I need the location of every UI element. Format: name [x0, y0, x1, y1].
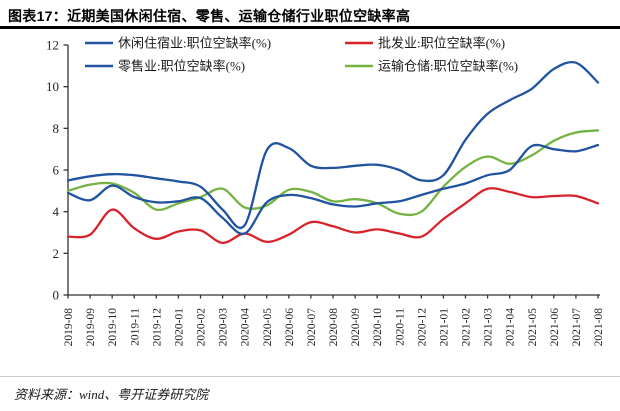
svg-text:2020-01: 2020-01 [173, 308, 185, 347]
legend-label-leisure-hospitality: 休闲住宿业:职位空缺率(%) [118, 36, 271, 51]
svg-text:2021-04: 2021-04 [505, 308, 517, 347]
svg-text:2020-08: 2020-08 [328, 308, 340, 347]
svg-text:0: 0 [53, 288, 60, 303]
svg-text:2020-05: 2020-05 [262, 308, 274, 347]
svg-text:2019-12: 2019-12 [151, 308, 163, 347]
svg-text:2: 2 [53, 246, 60, 261]
svg-text:2021-02: 2021-02 [461, 308, 473, 347]
source-note: 资料来源：wind、粤开证券研究院 [14, 387, 209, 402]
source-footer: 资料来源：wind、粤开证券研究院 [0, 376, 620, 411]
legend-item-retail: 零售业:职位空缺率(%) [85, 59, 245, 74]
legend-item-leisure-hospitality: 休闲住宿业:职位空缺率(%) [85, 36, 271, 51]
series-line-leisure-hospitality [66, 60, 600, 229]
series-line-retail [66, 143, 600, 235]
svg-text:2020-09: 2020-09 [350, 308, 362, 347]
series-line-wholesale [66, 187, 600, 245]
svg-text:4: 4 [53, 204, 60, 219]
legend: 休闲住宿业:职位空缺率(%) 批发业:职位空缺率(%) 零售业:职位空缺率(%) 运输… [85, 36, 518, 74]
x-axis-labels: 2019-08 2019-09 2019-10 2019-11 2019-12 2020-… [63, 308, 605, 347]
svg-text:6: 6 [53, 163, 60, 178]
svg-text:2019-09: 2019-09 [85, 308, 97, 347]
legend-label-wholesale: 批发业:职位空缺率(%) [378, 36, 505, 51]
svg-text:2020-07: 2020-07 [306, 308, 318, 347]
svg-text:2021-03: 2021-03 [483, 308, 495, 347]
legend-label-retail: 零售业:职位空缺率(%) [118, 59, 245, 74]
axes [63, 44, 600, 299]
svg-text:2020-06: 2020-06 [284, 308, 296, 347]
svg-text:8: 8 [53, 121, 60, 136]
svg-text:2020-03: 2020-03 [218, 308, 230, 347]
figure-title: 图表17：近期美国休闲住宿、零售、运输仓储行业职位空缺率高 [8, 8, 411, 24]
svg-text:2020-02: 2020-02 [196, 308, 208, 347]
svg-text:2020-11: 2020-11 [394, 308, 406, 346]
chart-area: 0 2 4 6 8 10 12 2019-08 2019-09 2019-10 2019-11 201… [0, 30, 620, 375]
legend-item-wholesale: 批发业:职位空缺率(%) [345, 36, 505, 51]
svg-text:2021-06: 2021-06 [549, 308, 561, 347]
svg-text:2019-10: 2019-10 [107, 308, 119, 347]
legend-label-transport-warehousing: 运输仓储:职位空缺率(%) [378, 59, 518, 74]
svg-text:2021-08: 2021-08 [593, 308, 605, 347]
svg-text:2019-11: 2019-11 [129, 308, 141, 346]
svg-text:2021-05: 2021-05 [527, 308, 539, 347]
svg-text:12: 12 [46, 38, 59, 53]
legend-item-transport-warehousing: 运输仓储:职位空缺率(%) [345, 59, 518, 74]
svg-text:2021-07: 2021-07 [571, 308, 583, 347]
svg-text:2019-08: 2019-08 [63, 308, 75, 347]
svg-text:10: 10 [46, 79, 59, 94]
svg-text:2020-10: 2020-10 [372, 308, 384, 347]
series-line-transport-warehousing [66, 129, 600, 217]
svg-text:2020-12: 2020-12 [416, 308, 428, 347]
svg-text:2021-01: 2021-01 [438, 308, 450, 347]
svg-text:2020-04: 2020-04 [240, 308, 252, 347]
title-divider [0, 26, 620, 29]
y-axis-labels: 0 2 4 6 8 10 12 [46, 38, 60, 303]
